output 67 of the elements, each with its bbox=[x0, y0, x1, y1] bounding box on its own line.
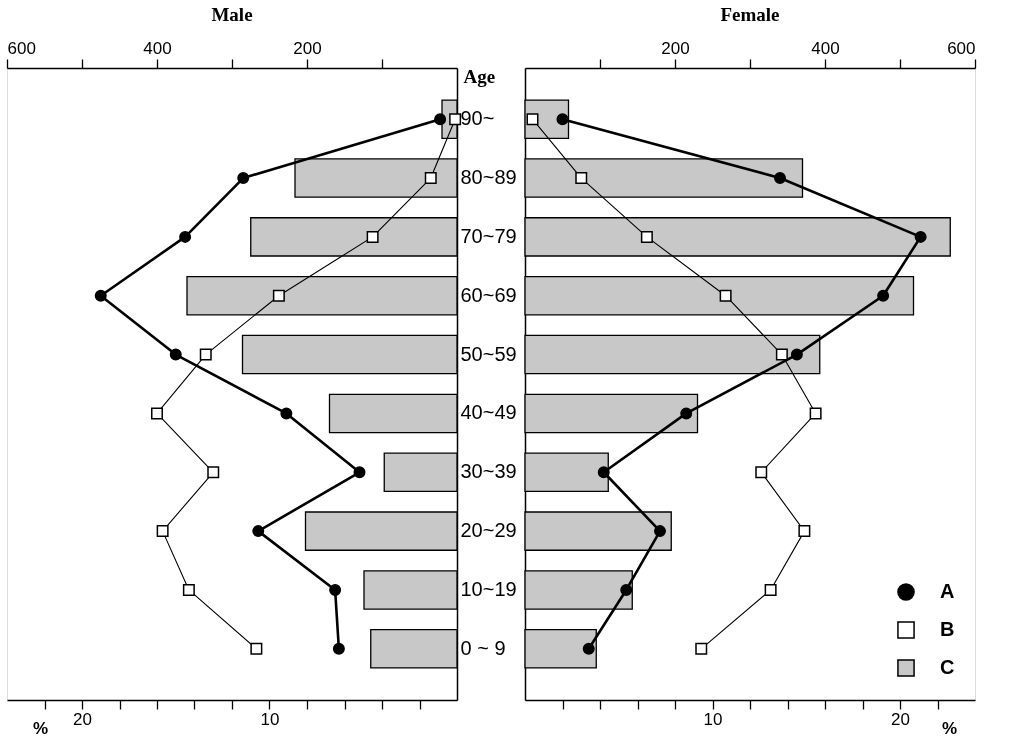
chart-title: Male bbox=[211, 4, 253, 25]
point bbox=[877, 289, 890, 302]
y-tick-label: 40~49 bbox=[460, 401, 517, 424]
x2-tick-label: 600 bbox=[7, 38, 36, 58]
y-tick-label: 0 ~ 9 bbox=[460, 636, 506, 659]
point bbox=[434, 113, 447, 126]
point bbox=[151, 407, 163, 420]
point bbox=[280, 407, 293, 420]
point bbox=[798, 525, 811, 538]
point bbox=[526, 113, 539, 126]
point bbox=[424, 172, 437, 185]
point bbox=[774, 172, 786, 185]
y-tick-label: 70~79 bbox=[460, 224, 517, 247]
point bbox=[156, 525, 169, 538]
point bbox=[620, 583, 633, 596]
y-axis-title: Age bbox=[463, 65, 496, 87]
point bbox=[719, 289, 732, 302]
point bbox=[790, 348, 803, 361]
legend-label: B bbox=[940, 618, 955, 640]
point bbox=[582, 642, 595, 655]
y-tick-label: 60~69 bbox=[460, 283, 517, 306]
point bbox=[680, 407, 693, 420]
point bbox=[366, 230, 379, 243]
y-tick-label: 10~19 bbox=[460, 577, 517, 600]
point bbox=[640, 230, 653, 243]
point bbox=[575, 172, 588, 185]
x-tick-label: 10 bbox=[260, 709, 280, 729]
y-tick-label: 20~29 bbox=[460, 519, 517, 542]
y-tick-label: 80~89 bbox=[460, 166, 517, 189]
point bbox=[207, 466, 220, 479]
y-tick-label: 30~39 bbox=[460, 460, 517, 483]
point bbox=[809, 407, 822, 420]
x-axis-title: % bbox=[32, 718, 49, 738]
x-tick-label: 20 bbox=[73, 709, 92, 729]
x2-tick-label: 200 bbox=[293, 38, 322, 58]
x2-tick-label: 600 bbox=[947, 38, 976, 58]
y-tick-label: 50~59 bbox=[460, 342, 517, 365]
x-axis-title: % bbox=[941, 718, 958, 738]
point bbox=[252, 525, 265, 538]
point bbox=[695, 642, 708, 655]
x2-tick-label: 200 bbox=[661, 38, 690, 58]
chart-title: Female bbox=[720, 4, 780, 25]
x-tick-label: 20 bbox=[891, 709, 910, 729]
legend-label: C bbox=[940, 656, 955, 678]
point bbox=[250, 642, 263, 655]
x2-tick-label: 400 bbox=[143, 38, 172, 58]
point bbox=[199, 348, 212, 361]
point bbox=[764, 583, 777, 596]
y-tick-label: 90~ bbox=[460, 107, 495, 130]
point bbox=[597, 466, 610, 479]
x2-tick-label: 400 bbox=[811, 38, 840, 58]
point bbox=[914, 230, 927, 243]
legend-label: A bbox=[940, 580, 955, 602]
point bbox=[272, 289, 285, 302]
point bbox=[182, 583, 195, 596]
point bbox=[237, 172, 250, 185]
point bbox=[169, 348, 182, 361]
point bbox=[654, 525, 666, 538]
point bbox=[179, 230, 192, 243]
point bbox=[353, 466, 366, 479]
point bbox=[556, 113, 569, 126]
point bbox=[94, 289, 107, 302]
point bbox=[332, 642, 345, 655]
point bbox=[775, 348, 788, 361]
point bbox=[329, 583, 342, 596]
point bbox=[755, 466, 768, 479]
x-tick-label: 10 bbox=[703, 709, 723, 729]
